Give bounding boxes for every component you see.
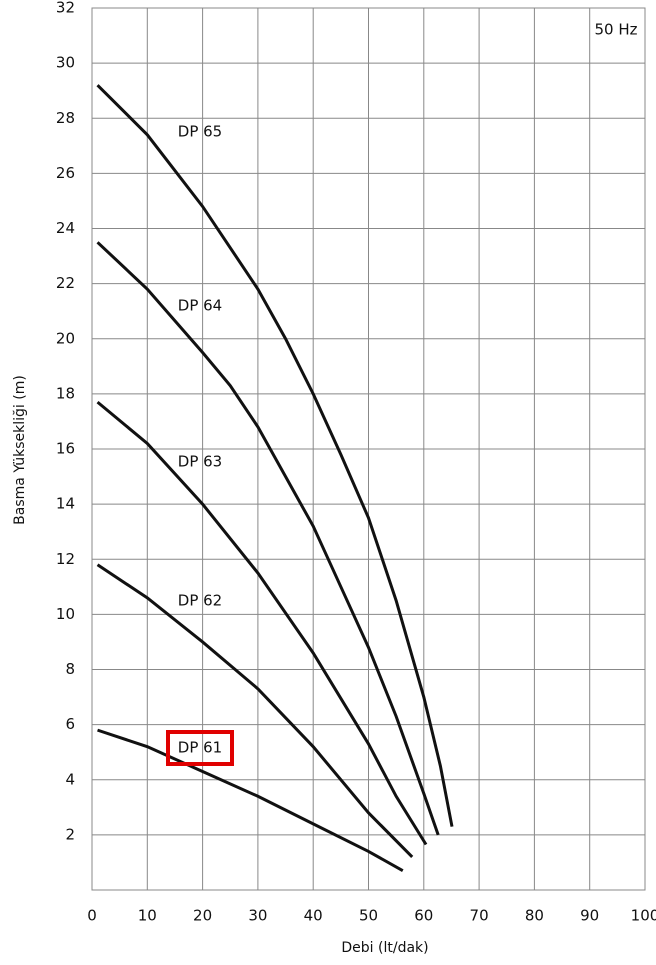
y-tick-label: 8 (65, 660, 75, 678)
curve (96, 241, 440, 836)
y-tick-label: 4 (65, 770, 75, 788)
y-tick-label: 12 (56, 550, 75, 568)
highlight-box (166, 730, 234, 766)
x-tick-label: 20 (193, 907, 212, 925)
x-tick-label: 10 (138, 907, 157, 925)
series-label: DP 65 (178, 123, 222, 141)
x-tick-label: 40 (304, 907, 323, 925)
y-tick-label: 26 (56, 164, 75, 182)
series-label: DP 63 (178, 453, 222, 471)
y-tick-label: 20 (56, 329, 75, 347)
y-axis-title: Basma Yüksekliği (m) (12, 375, 28, 525)
series-label: DP 62 (178, 592, 222, 610)
x-axis-title: Debi (lt/dak) (341, 940, 428, 956)
y-tick-label: 16 (56, 440, 75, 458)
x-tick-label: 0 (87, 907, 97, 925)
y-tick-label: 30 (56, 54, 75, 72)
x-tick-label: 100 (631, 907, 656, 925)
x-tick-label: 80 (525, 907, 544, 925)
y-tick-label: 14 (56, 495, 75, 513)
x-tick-label: 70 (470, 907, 489, 925)
curve (97, 728, 404, 873)
y-tick-label: 2 (65, 825, 75, 843)
x-tick-label: 50 (359, 907, 378, 925)
y-tick-label: 10 (56, 605, 75, 623)
x-tick-label: 90 (580, 907, 599, 925)
y-tick-label: 32 (56, 0, 75, 17)
y-tick-label: 18 (56, 384, 75, 402)
curve (96, 563, 414, 858)
y-tick-label: 28 (56, 109, 75, 127)
x-tick-label: 60 (414, 907, 433, 925)
y-tick-label: 6 (65, 715, 75, 733)
series-label: DP 64 (178, 297, 222, 315)
annotation: 50 Hz (594, 21, 637, 39)
x-tick-label: 30 (248, 907, 267, 925)
curve (96, 84, 454, 827)
y-tick-label: 22 (56, 274, 75, 292)
series-label: DP 61 (178, 739, 222, 757)
y-tick-label: 24 (56, 219, 75, 237)
curve (96, 400, 428, 846)
